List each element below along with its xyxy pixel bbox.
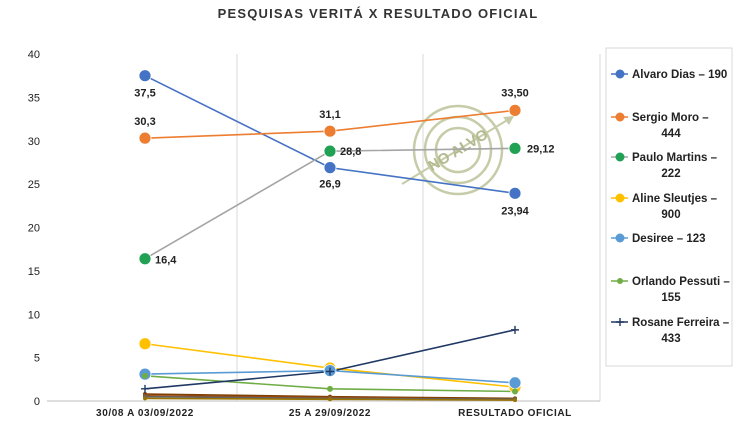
- minor-series-marker: [513, 398, 517, 403]
- legend-marker: [616, 318, 624, 326]
- legend-box: [605, 47, 733, 367]
- y-tick-label: 25: [28, 179, 40, 191]
- data-point: [508, 186, 522, 200]
- legend-label: Orlando Pessuti –: [632, 276, 730, 288]
- minor-series-marker: [328, 397, 332, 402]
- legend-marker: [615, 69, 625, 79]
- legend-marker: [617, 278, 623, 284]
- data-point: [323, 144, 337, 158]
- legend-marker: [615, 152, 625, 162]
- data-label: 31,1: [319, 109, 340, 121]
- data-labels: 37,5 26,9 23,94 30,3 31,1 33,50 16,4 28,8 29,12: [134, 87, 554, 266]
- legend-marker: [615, 112, 625, 122]
- data-label: 28,8: [340, 146, 361, 158]
- data-point: [138, 131, 152, 145]
- chart-title: PESQUISAS VERITÁ X RESULTADO OFICIAL: [218, 6, 539, 21]
- y-tick-label: 0: [34, 396, 40, 408]
- legend-label: Sergio Moro –: [632, 112, 709, 124]
- data-point: [327, 385, 333, 392]
- y-tick-label: 30: [28, 136, 40, 148]
- data-point: [511, 325, 519, 334]
- legend-marker: [615, 233, 625, 243]
- legend-label: 444: [661, 128, 681, 140]
- data-point: [142, 372, 148, 379]
- data-point: [141, 384, 149, 393]
- minor-series-marker: [143, 396, 147, 401]
- data-point: [138, 69, 152, 83]
- legend-label: Desiree – 123: [632, 233, 706, 245]
- data-label: 23,94: [501, 205, 529, 217]
- y-tick-label: 15: [28, 266, 40, 278]
- y-tick-label: 35: [28, 92, 40, 104]
- data-point: [138, 252, 152, 266]
- data-label: 30,3: [134, 116, 155, 128]
- y-tick-label: 20: [28, 223, 40, 235]
- legend-label: 900: [661, 209, 680, 221]
- data-label: 16,4: [155, 255, 177, 267]
- data-point: [323, 161, 337, 175]
- data-point: [323, 124, 337, 138]
- y-axis: 0 5 10 15 20 25 30 35 40: [28, 49, 40, 408]
- data-point: [326, 367, 334, 376]
- data-point: [508, 376, 522, 390]
- data-point: [512, 388, 518, 395]
- y-tick-label: 10: [28, 309, 40, 321]
- x-tick-label: 30/08 A 03/09/2022: [96, 408, 194, 419]
- data-label: 37,5: [134, 88, 155, 100]
- x-axis: 30/08 A 03/09/2022 25 A 29/09/2022 RESULTA…: [96, 408, 572, 419]
- data-point: [138, 337, 152, 351]
- x-tick-label: RESULTADO OFICIAL: [458, 408, 572, 419]
- legend-label: 433: [661, 333, 680, 345]
- data-label: 29,12: [527, 143, 555, 155]
- legend: Alvaro Dias – 190 Sergio Moro – 444 Paulo M…: [611, 69, 730, 345]
- series-layer: [138, 69, 522, 403]
- legend-label: Aline Sleutjes –: [632, 193, 718, 205]
- data-point: [508, 141, 522, 155]
- legend-marker: [615, 193, 625, 203]
- legend-label: Rosane Ferreira –: [632, 317, 730, 329]
- grid: [47, 54, 601, 402]
- legend-label: 155: [661, 292, 681, 304]
- watermark-arrowhead: [503, 116, 514, 125]
- legend-label: 222: [661, 168, 680, 180]
- y-tick-label: 40: [28, 49, 40, 61]
- y-tick-label: 5: [34, 353, 40, 365]
- data-label: 33,50: [501, 87, 529, 99]
- x-tick-label: 25 A 29/09/2022: [289, 408, 371, 419]
- legend-label: Paulo Martins –: [632, 152, 718, 164]
- data-point: [508, 103, 522, 117]
- legend-label: Alvaro Dias – 190: [632, 69, 727, 81]
- data-label: 26,9: [319, 179, 340, 191]
